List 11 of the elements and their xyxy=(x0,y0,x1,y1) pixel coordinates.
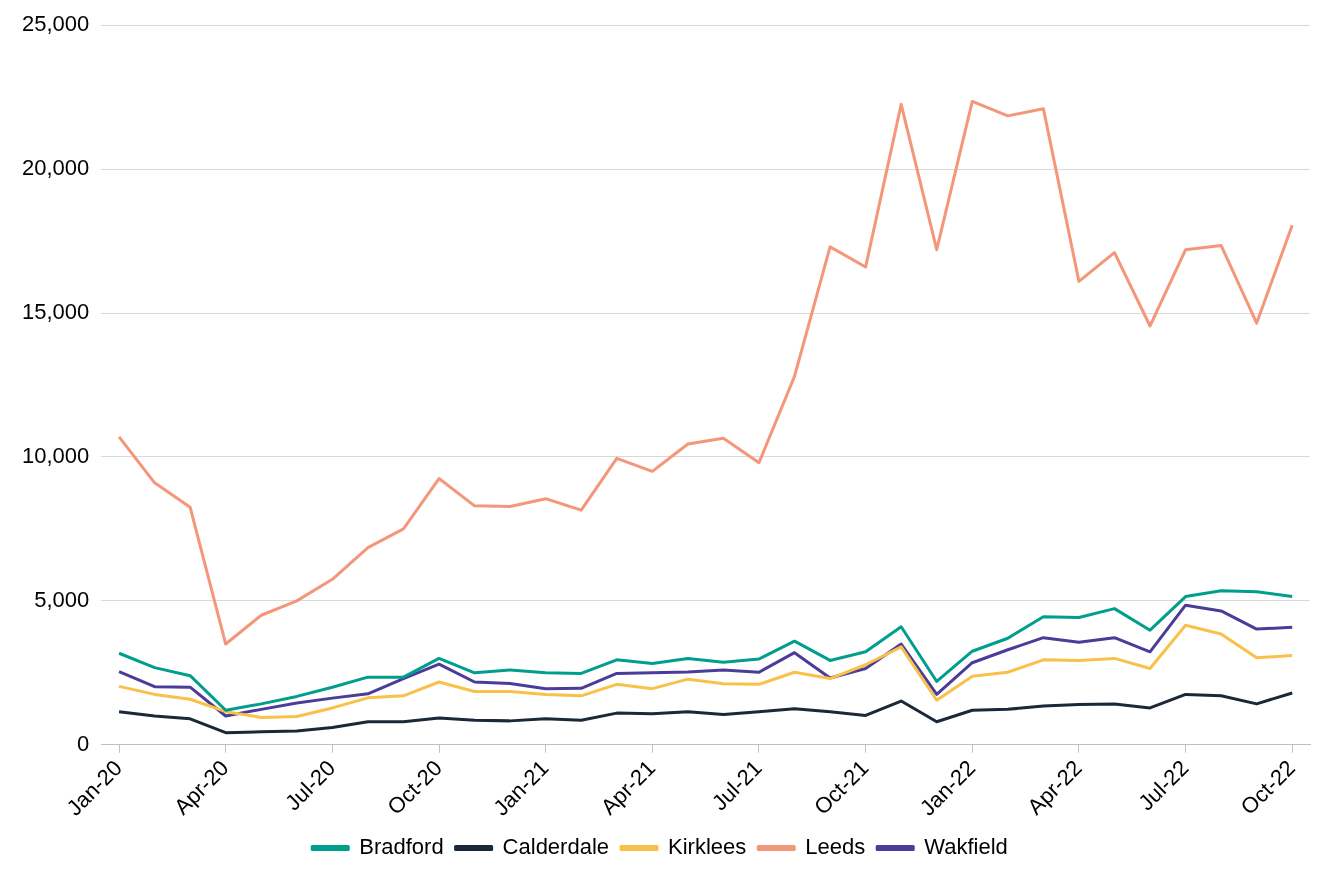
y-tick-label: 15,000 xyxy=(21,299,90,325)
y-tick-label: 20,000 xyxy=(21,155,90,181)
y-tick-label: 0 xyxy=(77,730,90,756)
y-tick-label: 25,000 xyxy=(21,11,90,37)
y-tick-label: 5,000 xyxy=(34,586,90,612)
legend-label: Calderdale xyxy=(502,834,610,860)
y-tick-label: 10,000 xyxy=(21,443,90,468)
legend-label: Kirklees xyxy=(668,834,747,860)
legend-label: Leeds xyxy=(805,834,866,860)
legend-label: Bradford xyxy=(359,834,444,860)
legend-label: Wakfield xyxy=(924,834,1008,860)
